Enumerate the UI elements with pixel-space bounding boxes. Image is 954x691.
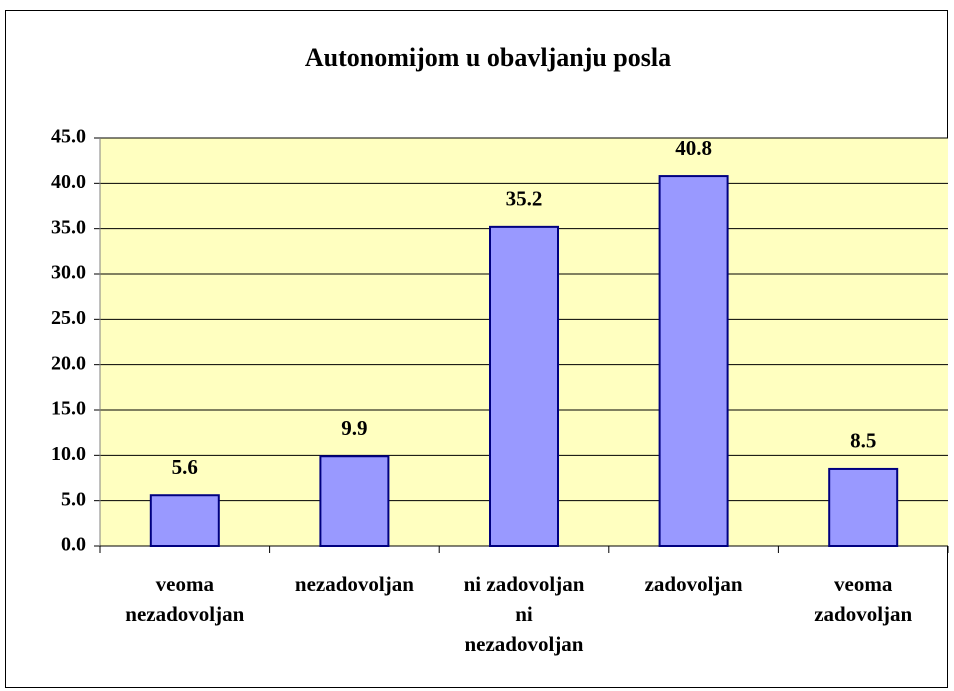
x-tick-label: zadovoljan bbox=[814, 602, 912, 626]
y-tick-label: 30.0 bbox=[51, 262, 86, 284]
bar bbox=[489, 225, 559, 547]
x-tick-label: nezadovoljan bbox=[464, 632, 583, 656]
x-tick-label: ni bbox=[515, 602, 533, 626]
x-tick-label: nezadovoljan bbox=[125, 602, 244, 626]
data-label: 8.5 bbox=[850, 429, 876, 453]
bar bbox=[828, 467, 899, 547]
bar bbox=[319, 455, 390, 547]
y-tick-label: 45.0 bbox=[51, 126, 86, 148]
y-tick-label: 20.0 bbox=[51, 352, 86, 374]
x-tick-label: ni zadovoljan bbox=[464, 572, 585, 596]
x-tick-label: veoma bbox=[834, 572, 893, 596]
bar bbox=[149, 494, 220, 547]
data-label: 35.2 bbox=[506, 187, 543, 211]
data-label: 9.9 bbox=[341, 416, 367, 440]
y-tick-label: 5.0 bbox=[61, 488, 86, 510]
y-tick-label: 35.0 bbox=[51, 216, 86, 238]
bar bbox=[658, 175, 729, 548]
x-tick-label: nezadovoljan bbox=[295, 572, 414, 596]
y-tick-label: 40.0 bbox=[51, 171, 86, 193]
y-tick-label: 10.0 bbox=[51, 443, 86, 465]
y-tick-label: 15.0 bbox=[51, 398, 86, 420]
chart-title: Autonomijom u obavljanju posla bbox=[305, 43, 671, 72]
y-tick-label: 25.0 bbox=[51, 307, 86, 329]
data-label: 5.6 bbox=[172, 455, 198, 479]
x-tick-label: veoma bbox=[156, 572, 215, 596]
x-tick-label: zadovoljan bbox=[645, 572, 743, 596]
y-tick-label: 0.0 bbox=[61, 534, 86, 556]
data-label: 40.8 bbox=[675, 136, 712, 160]
